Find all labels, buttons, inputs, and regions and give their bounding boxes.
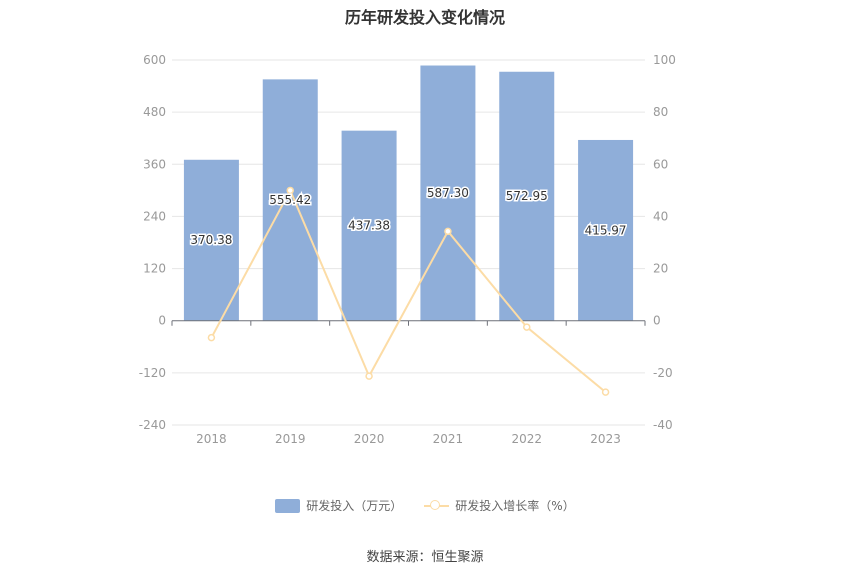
bar-value-label: 572.95	[506, 189, 548, 203]
bar-value-label: 587.30	[427, 186, 469, 200]
y-left-tick-label: -120	[139, 366, 166, 380]
bar-series	[183, 65, 634, 321]
data-labels: 370.38 555.42 437.38 587.30 572.95 415.97	[189, 185, 628, 249]
y-right-tick-label: -40	[653, 418, 673, 432]
y-left-tick-label: 480	[143, 105, 166, 119]
growth-point	[286, 186, 294, 195]
bar	[578, 139, 634, 321]
legend-item-bar[interactable]: 研发投入（万元）	[275, 497, 402, 514]
y-left-tick-label: -240	[139, 418, 166, 432]
bar	[499, 71, 555, 321]
legend-label-bar: 研发投入（万元）	[306, 499, 403, 513]
y-left-tick-label: 0	[158, 314, 166, 328]
y-left-tick-label: 360	[143, 157, 166, 171]
growth-point	[523, 323, 531, 331]
bar	[420, 65, 476, 321]
grid-lines	[172, 59, 645, 426]
bar	[341, 130, 397, 321]
y-right-tick-label: 80	[653, 105, 668, 119]
x-tick-label: 2022	[511, 432, 542, 446]
x-tick-label: 2020	[354, 432, 385, 446]
chart-title: 历年研发投入变化情况	[344, 8, 505, 27]
legend-line-swatch	[424, 499, 450, 513]
growth-point	[207, 333, 216, 342]
x-tick-label: 2023	[590, 432, 621, 446]
y-right-tick-label: 0	[653, 314, 661, 328]
legend-label-line: 研发投入增长率（%）	[455, 499, 575, 513]
y-right-tick-label: 40	[653, 209, 668, 223]
x-tick-label: 2018	[196, 432, 227, 446]
y-left-tick-label: 120	[143, 262, 166, 276]
y-right-tick-label: 60	[653, 157, 668, 171]
bar-value-label: 555.42	[269, 193, 311, 207]
growth-point	[365, 372, 373, 380]
x-tick-label: 2019	[275, 432, 306, 446]
bar-value-label: 370.38	[190, 233, 232, 247]
data-source: 数据来源：恒生聚源	[366, 550, 484, 565]
y-right-tick-label: 100	[653, 53, 676, 67]
growth-point	[444, 227, 452, 236]
legend: 研发投入（万元） 研发投入增长率（%）	[0, 497, 850, 514]
y-left-tick-label: 600	[143, 53, 166, 67]
bar	[262, 79, 318, 321]
growth-line	[210, 188, 607, 393]
axes: -240 -120 0 120 240 360 480 600 -40 -20 0 20 40 60 80 1…	[139, 53, 676, 446]
bar-value-label: 437.38	[348, 219, 390, 233]
growth-point	[601, 388, 610, 396]
bar-value-label: 415.97	[585, 223, 627, 237]
y-right-tick-label: 20	[653, 262, 668, 276]
line-series	[207, 186, 610, 396]
x-tick-label: 2021	[433, 432, 464, 446]
y-left-tick-label: 240	[143, 209, 166, 223]
legend-item-line[interactable]: 研发投入增长率（%）	[424, 497, 575, 514]
bar	[183, 159, 239, 321]
y-right-tick-label: -20	[653, 366, 673, 380]
legend-bar-swatch	[275, 498, 301, 513]
